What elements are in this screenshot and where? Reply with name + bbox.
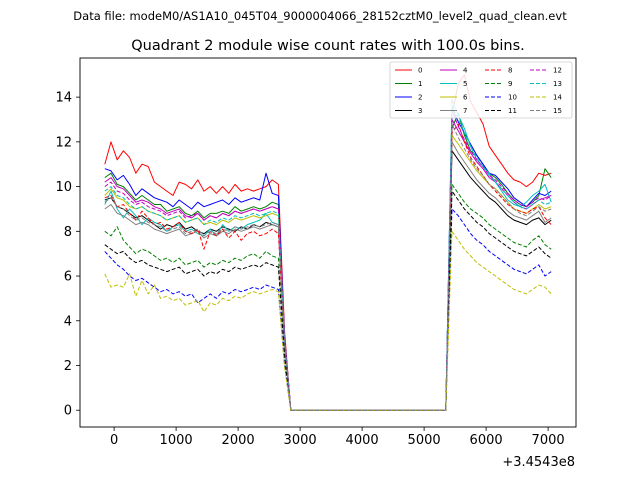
legend-label-4: 4 [463, 67, 468, 75]
x-offset-label: +3.4543e8 [502, 455, 575, 470]
series-line-13 [104, 105, 552, 411]
y-tick-label: 6 [64, 270, 72, 285]
series-line-0 [104, 74, 552, 411]
series-lines [104, 74, 552, 411]
legend-label-12: 12 [553, 67, 562, 75]
x-tick-label: 4000 [346, 433, 379, 448]
legend-box [389, 61, 573, 119]
plot-frame [79, 57, 577, 428]
x-tick-label: 7000 [532, 433, 565, 448]
y-tick-label: 2 [64, 359, 72, 374]
legend-label-0: 0 [418, 67, 422, 75]
x-tick-label: 5000 [408, 433, 441, 448]
y-tick-label: 10 [55, 180, 72, 195]
y-tick-label: 14 [55, 91, 72, 106]
legend-label-10: 10 [508, 94, 517, 102]
series-line-2 [104, 107, 552, 411]
series-line-10 [104, 208, 552, 411]
x-tick-label: 2000 [222, 433, 255, 448]
legend-label-8: 8 [508, 67, 512, 75]
y-tick-label: 0 [64, 404, 72, 419]
x-axis-ticks: 0 1000 2000 3000 4000 5000 6000 7000 [110, 427, 565, 448]
x-tick-label: 1000 [160, 433, 193, 448]
series-line-9 [104, 183, 552, 411]
y-tick-label: 8 [64, 225, 72, 240]
series-line-3 [104, 150, 552, 411]
series-line-4 [104, 119, 552, 411]
legend-label-9: 9 [508, 80, 512, 88]
y-tick-label: 12 [55, 135, 72, 150]
figure-suptitle: Data file: modeM0/AS1A10_045T04_90000040… [73, 9, 567, 23]
series-line-14 [104, 230, 552, 411]
legend-label-6: 6 [463, 94, 468, 102]
x-tick-label: 6000 [470, 433, 503, 448]
legend-label-11: 11 [508, 107, 517, 115]
legend-label-13: 13 [553, 80, 562, 88]
series-line-11 [104, 190, 552, 411]
series-line-5 [104, 98, 552, 411]
series-line-7 [104, 141, 552, 411]
legend-label-5: 5 [463, 80, 467, 88]
legend-label-3: 3 [418, 107, 422, 115]
x-tick-label: 3000 [284, 433, 317, 448]
legend-label-2: 2 [418, 94, 422, 102]
legend-label-14: 14 [553, 94, 562, 102]
y-axis-ticks: 0 2 4 6 8 10 12 14 [55, 91, 80, 419]
legend-label-15: 15 [553, 107, 562, 115]
series-line-12 [104, 110, 552, 411]
series-line-8 [104, 123, 552, 411]
chart-title: Quadrant 2 module wise count rates with … [131, 38, 525, 54]
series-line-15 [104, 123, 552, 411]
legend-label-7: 7 [463, 107, 467, 115]
legend-label-1: 1 [418, 80, 422, 88]
x-tick-label: 0 [110, 433, 118, 448]
y-tick-label: 4 [64, 314, 72, 329]
